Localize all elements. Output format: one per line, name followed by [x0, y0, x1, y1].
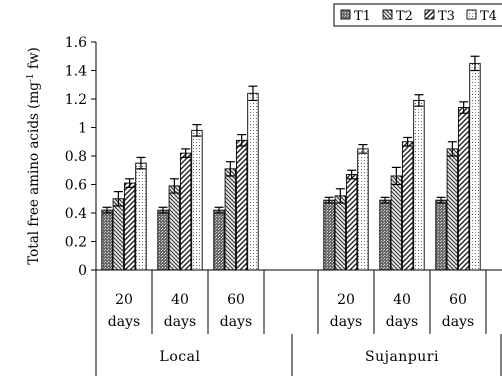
bar-T4: [469, 62, 481, 271]
legend: T1 T2 T3 T4: [333, 3, 502, 27]
bar-T4: [357, 148, 369, 271]
bars: [101, 55, 481, 271]
group-label: Local: [160, 349, 201, 365]
group-label: Sujanpuri: [365, 349, 439, 365]
category-label-line2: days: [442, 314, 474, 330]
category-label-line1: 40: [393, 292, 411, 308]
bar-T3: [123, 182, 136, 271]
bar-T1: [379, 199, 391, 271]
y-axis-title: Total free amino acids (mg-1 fw): [26, 47, 42, 265]
bar-T3: [235, 139, 248, 271]
legend-label-T3: T3: [438, 9, 455, 24]
bar-T1: [213, 209, 225, 271]
category-label-line1: 20: [115, 292, 133, 308]
bar-T4: [247, 92, 259, 271]
legend-swatch-T1: [340, 9, 351, 20]
category-label-line1: 40: [171, 292, 189, 308]
category-label-line2: days: [386, 314, 418, 330]
bar-T1: [323, 199, 335, 271]
bar-T4: [135, 162, 147, 271]
y-tick-label: 0: [78, 263, 87, 279]
legend-label-T2: T2: [396, 9, 413, 24]
bar-T2: [390, 175, 403, 271]
y-axis: 0 0.2 0.4 0.6 0.8 1 1.2 1.4 1.6: [65, 35, 97, 279]
category-label-line1: 20: [337, 292, 355, 308]
bar-T2: [224, 168, 237, 271]
bar-T3: [457, 107, 470, 271]
category-label-line1: 60: [449, 292, 467, 308]
bar-T3: [401, 141, 414, 271]
bar-T2: [446, 148, 459, 271]
bar-T3: [345, 174, 358, 271]
legend-label-T4: T4: [480, 9, 497, 24]
y-tick-label: 0.2: [65, 235, 87, 251]
legend-swatch-T4: [466, 9, 477, 20]
x-axis-category-table: 20 days 40 days 60 days Local 20 days 40 days 60 day…: [95, 269, 502, 376]
y-axis-title-main: Total free amino acids (mg: [26, 82, 42, 265]
y-axis-title-end: fw): [26, 47, 42, 73]
bar-T4: [413, 99, 425, 271]
legend-box: [333, 3, 502, 27]
bar-T1: [157, 209, 169, 271]
bar-T2: [168, 185, 181, 271]
y-tick-label: 1: [78, 121, 87, 137]
category-label-line2: days: [220, 314, 252, 330]
category-label-line2: days: [330, 314, 362, 330]
category-label-line2: days: [108, 314, 140, 330]
y-axis-title-superscript: -1: [26, 73, 36, 82]
bar-T3: [179, 152, 192, 271]
y-tick-label: 1.6: [65, 35, 87, 51]
bar-T2: [112, 198, 125, 271]
category-label-line2: days: [164, 314, 196, 330]
legend-label-T1: T1: [354, 9, 371, 24]
y-axis-label: Total free amino acids (mg-1 fw): [26, 47, 42, 265]
y-tick-label: 0.8: [65, 149, 87, 165]
y-tick-label: 1.4: [65, 64, 87, 80]
bar-T1: [101, 209, 113, 271]
legend-swatch-T2: [382, 9, 393, 20]
y-tick-label: 0.4: [65, 206, 87, 222]
y-tick-label: 0.6: [65, 178, 87, 194]
bar-T1: [435, 199, 447, 271]
category-label-line1: 60: [227, 292, 245, 308]
legend-swatch-T3: [424, 9, 435, 20]
bar-T2: [334, 195, 347, 271]
bar-T4: [191, 129, 203, 271]
y-tick-label: 1.2: [65, 92, 87, 108]
